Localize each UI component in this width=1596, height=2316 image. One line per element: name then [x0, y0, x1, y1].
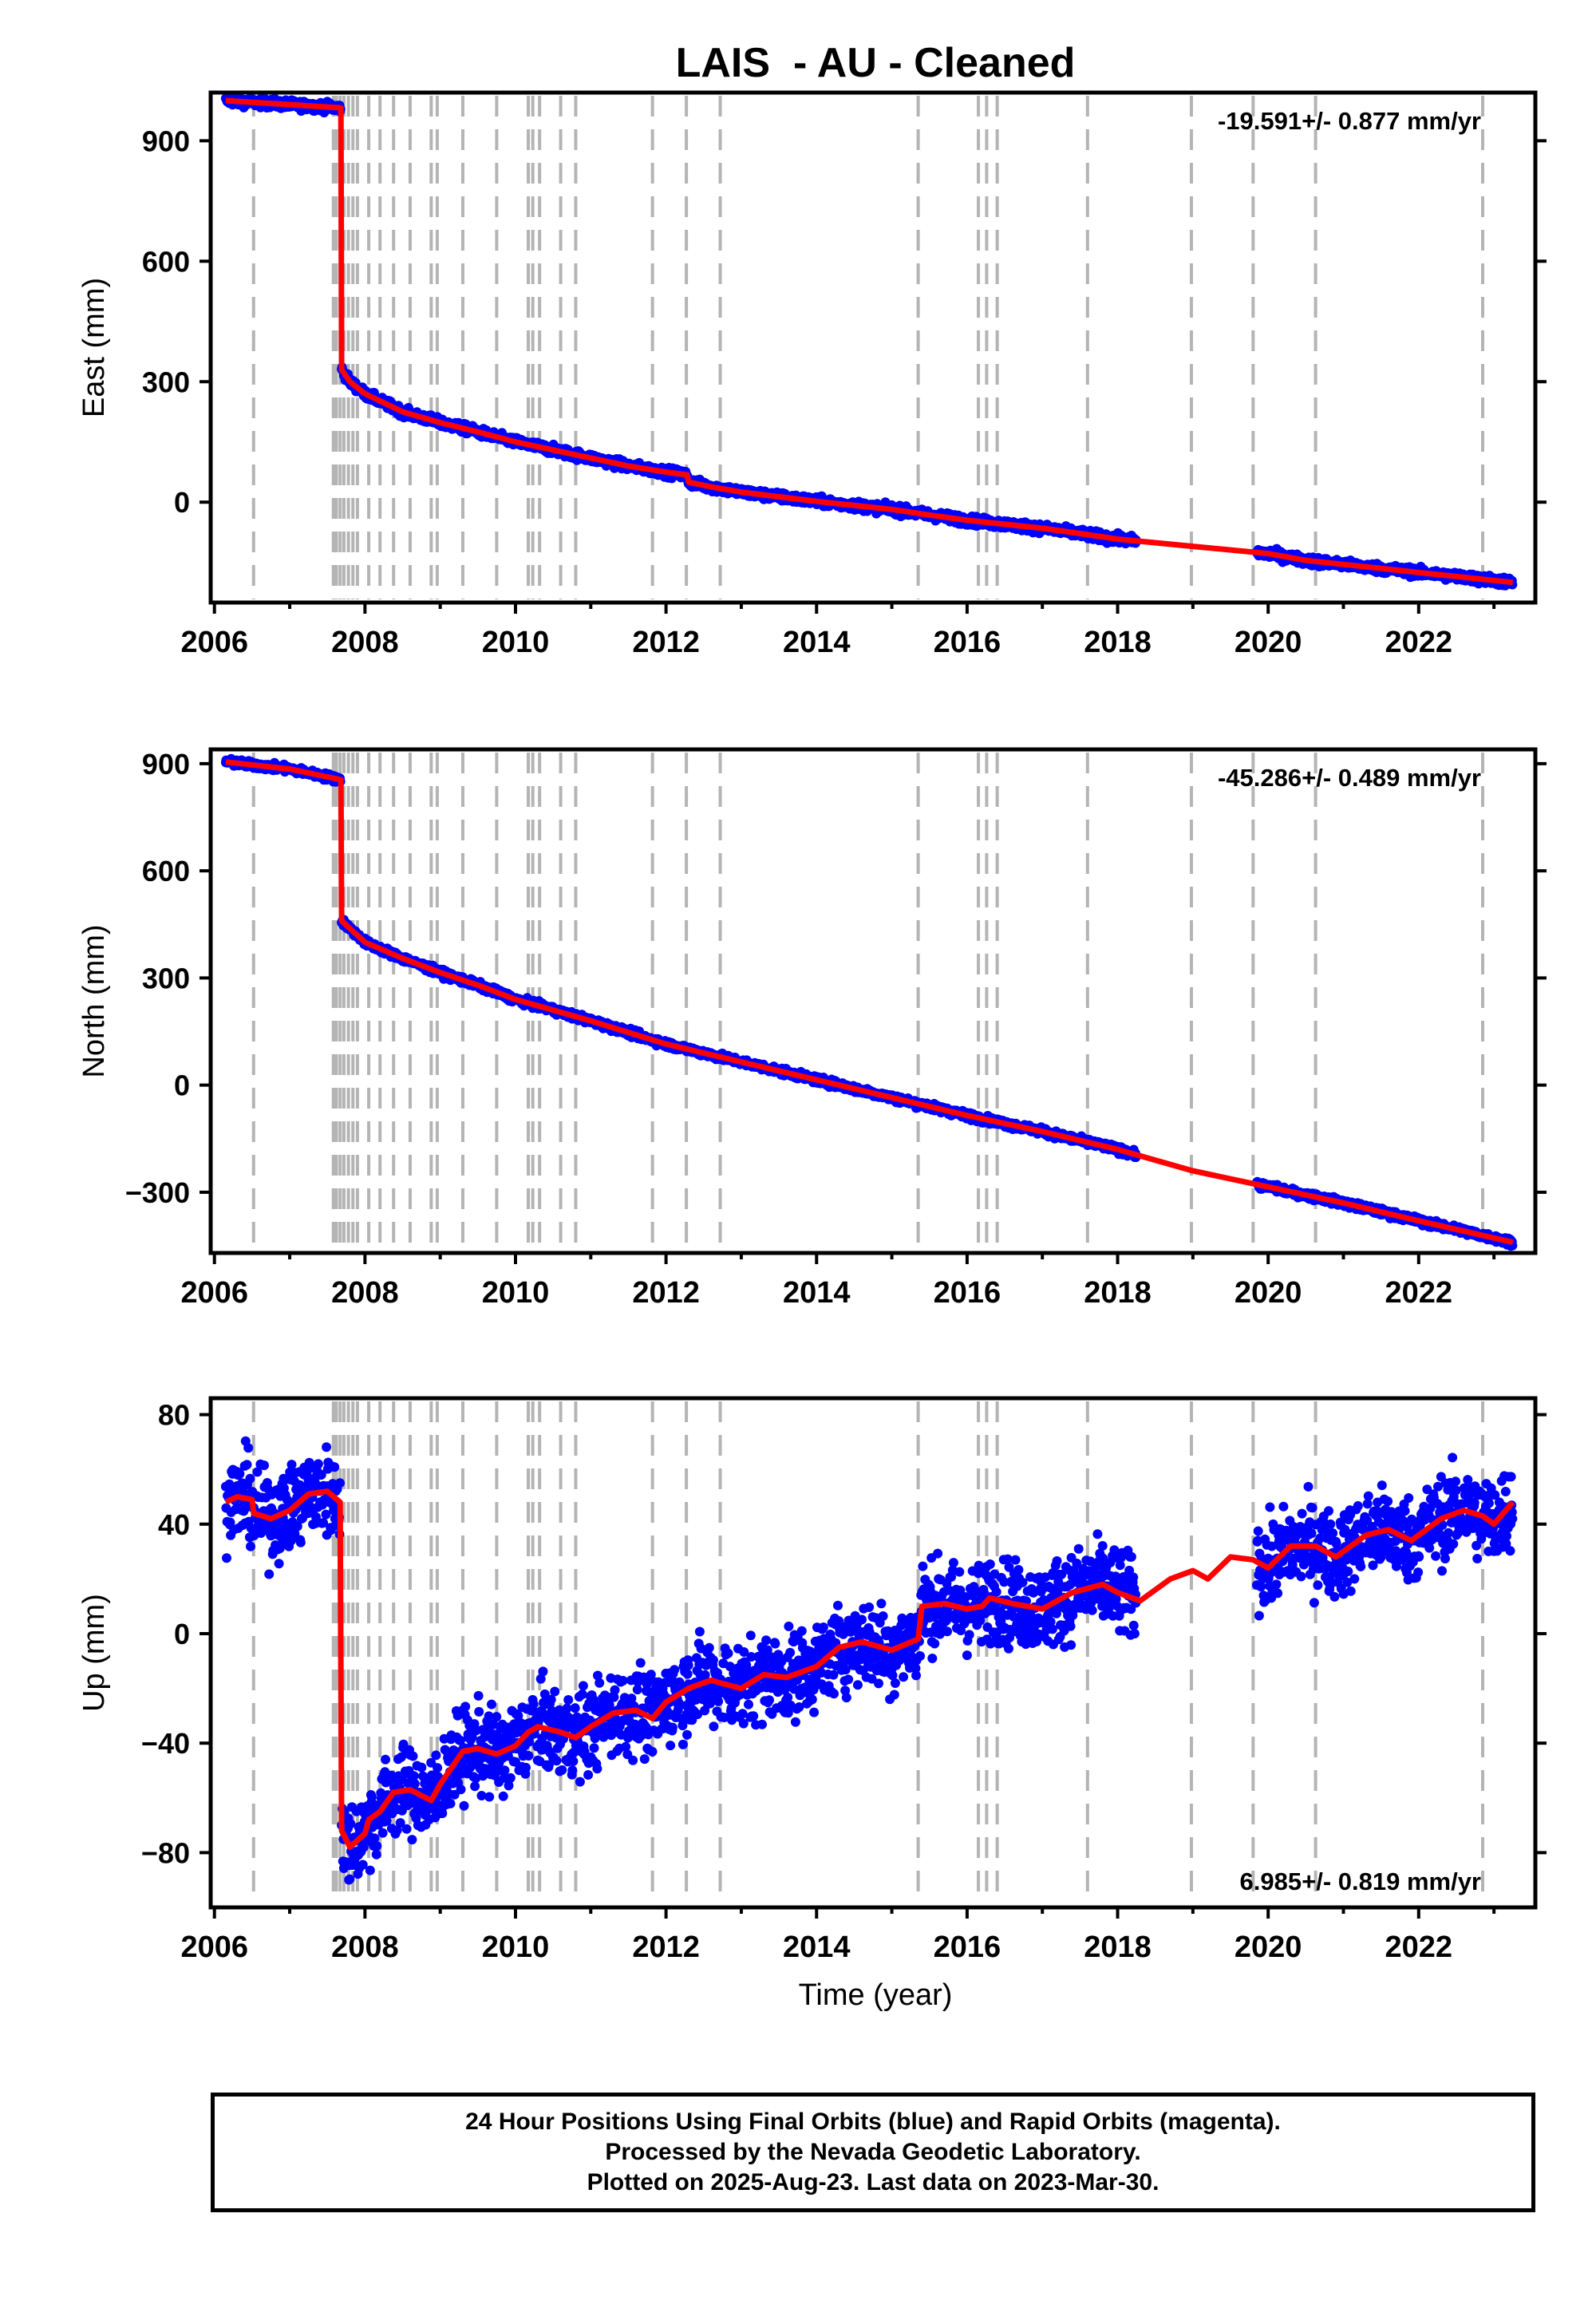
- x-tick-label: 2020: [1235, 626, 1302, 659]
- chart-title: LAIS - AU - Cleaned: [676, 40, 1076, 86]
- x-tick-label: 2008: [331, 626, 399, 659]
- rate-label: -19.591+/- 0.877 mm/yr: [1218, 107, 1481, 135]
- y-tick-label: 300: [142, 366, 190, 398]
- x-tick-label: 2018: [1084, 626, 1152, 659]
- y-tick-label: 0: [174, 486, 190, 519]
- x-tick-label: 2006: [180, 626, 248, 659]
- model-line: [225, 97, 1514, 586]
- plot-frame: [208, 90, 1538, 605]
- x-tick-label: 2010: [482, 626, 550, 659]
- x-tick-label: 2012: [632, 626, 700, 659]
- y-tick-label: 600: [142, 245, 190, 278]
- data-points: [220, 93, 1518, 591]
- panel-north: 2006 2008 2010 2012 2014 2016 2018 2020 20229006…: [77, 747, 1547, 1310]
- panel-east: 2006 2008 2010 2012 2014 2016 2018 2020 2022 900 6…: [77, 90, 1547, 659]
- x-tick-label: 2016: [934, 626, 1001, 659]
- y-axis-label: East (mm): [77, 278, 111, 417]
- y-tick-label: 900: [142, 124, 190, 157]
- data-points: [220, 753, 1518, 1251]
- x-tick-label: 2022: [1385, 626, 1453, 659]
- chart-panels: 2006 2008 2010 2012 2014 2016 2018 2020 2022 900 6…: [77, 90, 1547, 1964]
- x-tick-label: 2014: [783, 626, 851, 659]
